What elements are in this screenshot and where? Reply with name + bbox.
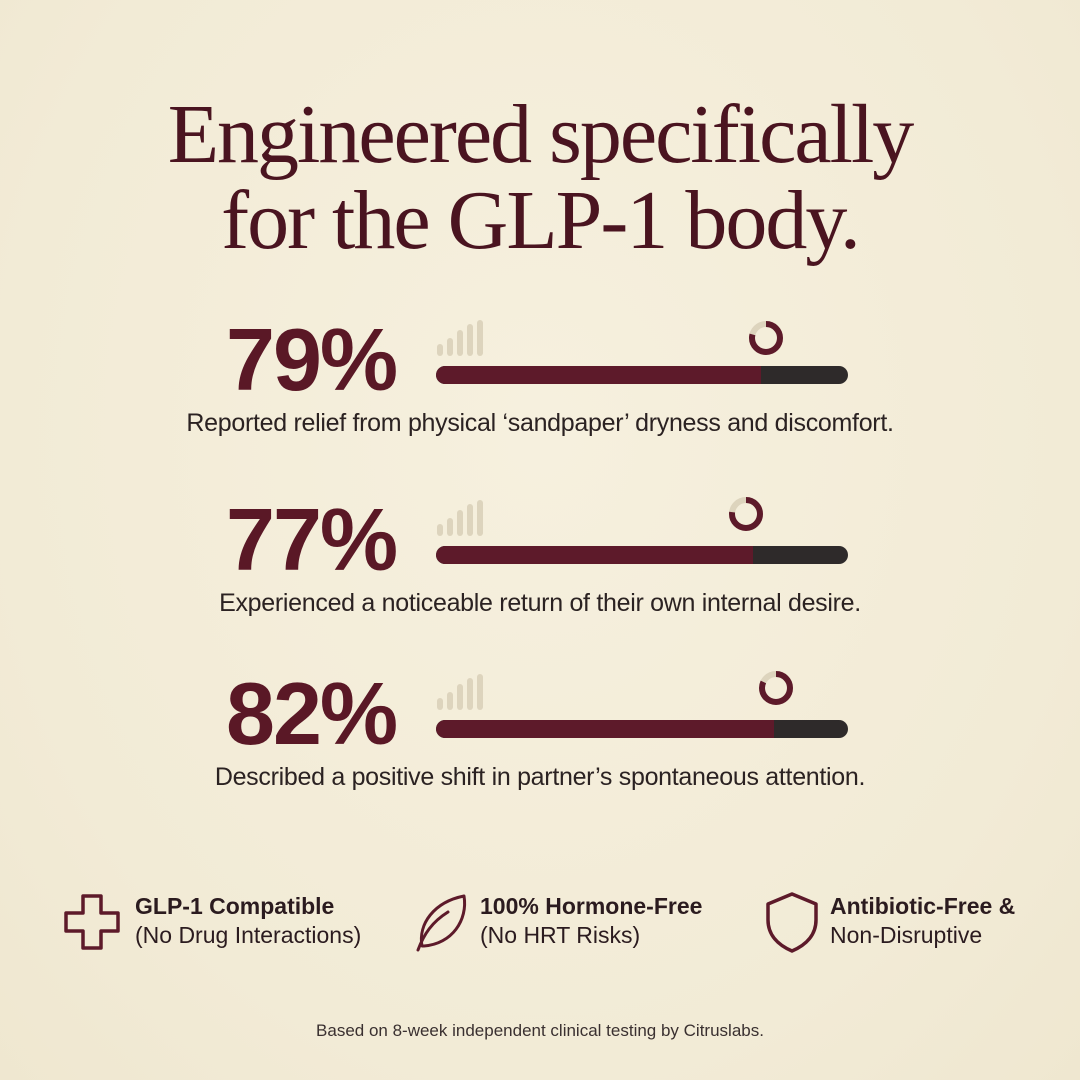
- badge-glp1-compatible: GLP-1 Compatible (No Drug Interactions): [60, 888, 390, 958]
- headline-line-2: for the GLP-1 body.: [221, 174, 861, 267]
- progress-track: [436, 366, 848, 384]
- badge-title: Antibiotic-Free &: [830, 893, 1016, 919]
- signal-bars-icon: [437, 500, 487, 536]
- feature-badges: GLP-1 Compatible (No Drug Interactions) …: [0, 888, 1080, 968]
- stat-block-2: 77% Experienced a noticeable return of t…: [0, 496, 1080, 626]
- stat-caption: Described a positive shift in partner’s …: [214, 763, 866, 791]
- badge-title: 100% Hormone-Free: [480, 893, 703, 919]
- stat-value: 77%: [226, 490, 398, 589]
- footnote: Based on 8-week independent clinical tes…: [316, 1021, 764, 1040]
- badge-subtitle: (No Drug Interactions): [135, 922, 362, 948]
- shield-icon: [766, 892, 818, 953]
- progress-track: [436, 720, 848, 738]
- badge-text: Antibiotic-Free & Non-Disruptive: [830, 892, 1015, 950]
- progress-fill: [436, 720, 774, 738]
- stat-caption: Reported relief from physical ‘sandpaper…: [186, 409, 894, 437]
- stat-value: 79%: [226, 310, 398, 409]
- headline-line-1: Engineered specifically: [167, 88, 915, 181]
- badge-antibiotic-free: Antibiotic-Free & Non-Disruptive: [760, 888, 1030, 958]
- badge-subtitle: (No HRT Risks): [480, 922, 641, 948]
- progress-ring-icon: [749, 321, 783, 355]
- progress-ring-icon: [729, 497, 763, 531]
- progress-fill: [436, 366, 762, 384]
- stat-value: 82%: [226, 664, 398, 763]
- stat-caption: Experienced a noticeable return of their…: [219, 589, 861, 617]
- badge-subtitle: Non-Disruptive: [830, 922, 983, 948]
- badge-text: 100% Hormone-Free (No HRT Risks): [480, 892, 702, 950]
- leaf-icon: [416, 894, 467, 952]
- stat-block-1: 79% Reported relief from physical ‘sandp…: [0, 316, 1080, 446]
- badge-text: GLP-1 Compatible (No Drug Interactions): [135, 892, 361, 950]
- progress-ring-icon: [759, 671, 793, 705]
- badge-title: GLP-1 Compatible: [135, 893, 335, 919]
- signal-bars-icon: [437, 320, 487, 356]
- medical-cross-icon: [64, 894, 120, 950]
- stat-block-3: 82% Described a positive shift in partne…: [0, 670, 1080, 800]
- signal-bars-icon: [437, 674, 487, 710]
- badge-hormone-free: 100% Hormone-Free (No HRT Risks): [412, 888, 722, 958]
- headline: Engineered specifically for the GLP-1 bo…: [0, 92, 1080, 264]
- progress-track: [436, 546, 848, 564]
- progress-fill: [436, 546, 754, 564]
